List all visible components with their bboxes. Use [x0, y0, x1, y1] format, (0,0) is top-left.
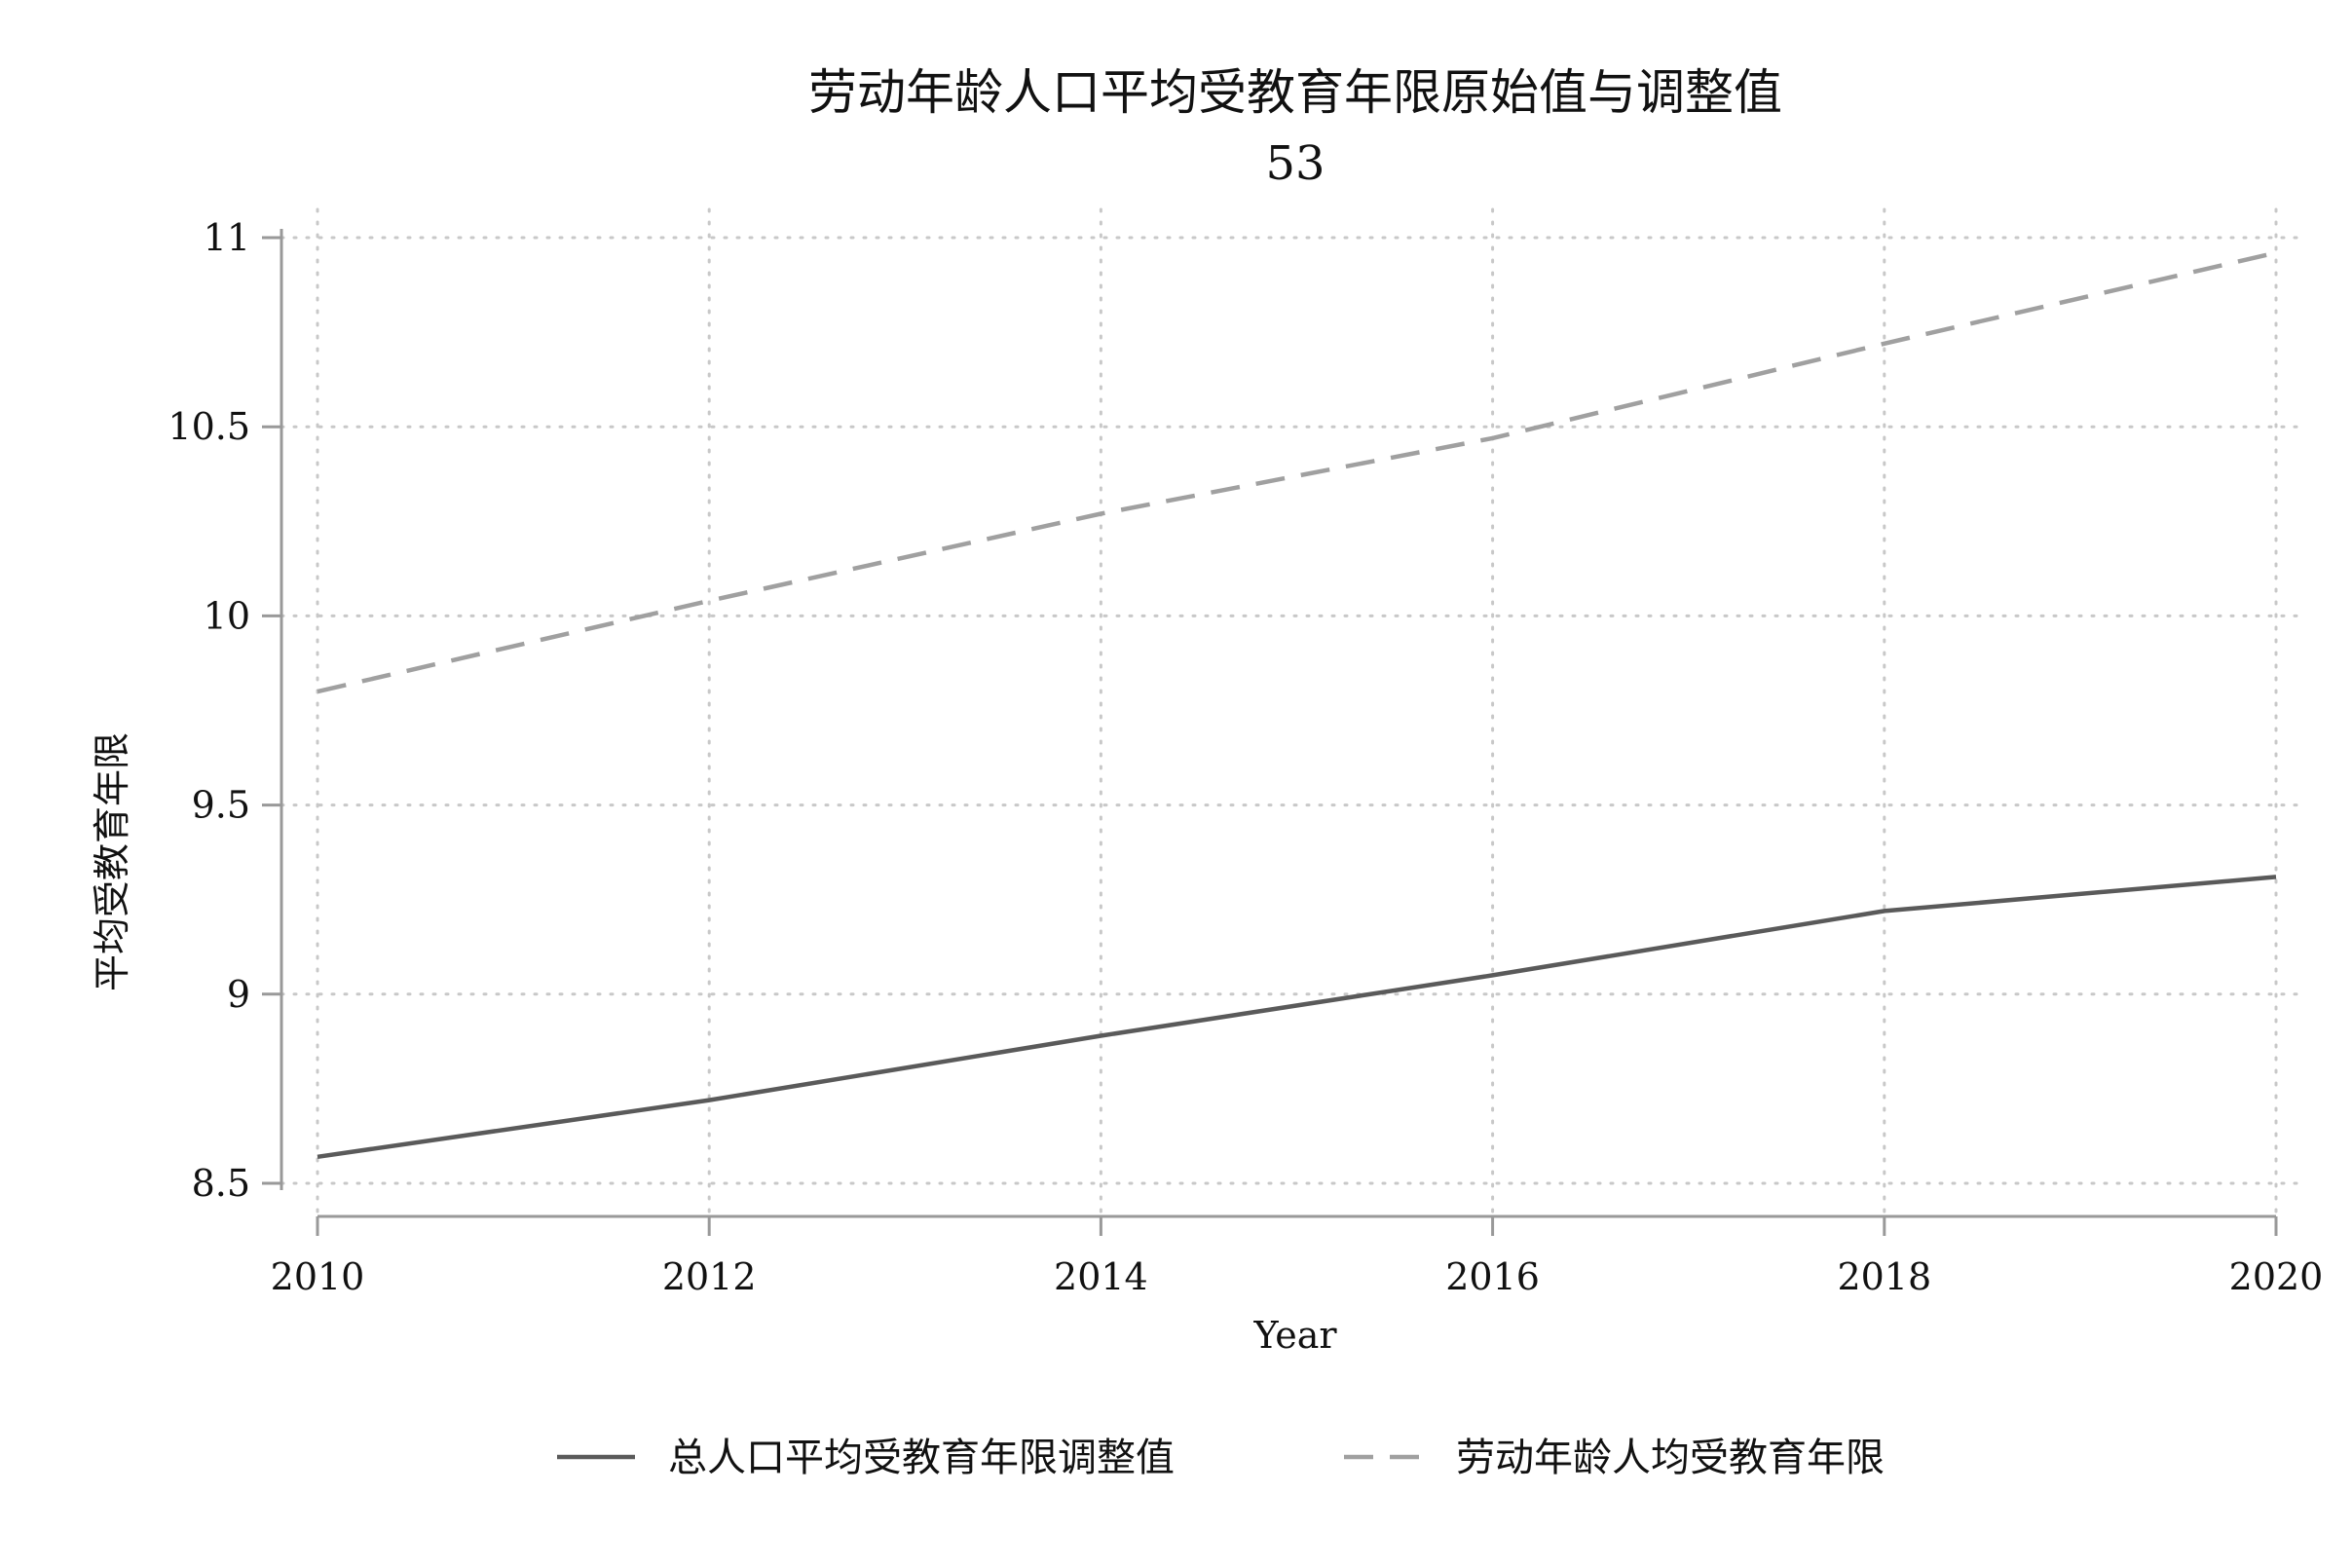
- chart-title: 劳动年龄人口平均受教育年限原始值与调整值: [808, 64, 1782, 121]
- x-tick-label: 2018: [1837, 1255, 1931, 1298]
- series-lines: [317, 250, 2277, 1160]
- y-tick-label: 9: [227, 973, 250, 1016]
- axes: 8.5 9 9.5 10 10.5 11 2010 2012 2014 2016 2018 2020: [168, 216, 2323, 1298]
- chart-subtitle: 53: [1265, 136, 1325, 191]
- legend: 总人口平均受教育年限调整值 劳动年龄人均受教育年限: [557, 1436, 1885, 1480]
- gridlines: [280, 207, 2307, 1218]
- series-line-1: [317, 875, 2277, 1160]
- x-tick-label: 2012: [662, 1255, 757, 1298]
- x-tick-label: 2016: [1445, 1255, 1540, 1298]
- y-tick-label: 8.5: [192, 1162, 250, 1205]
- y-tick-label: 10: [204, 594, 250, 637]
- x-tick-label: 2020: [2229, 1255, 2324, 1298]
- legend-label-1: 总人口平均受教育年限调整值: [668, 1436, 1175, 1480]
- x-tick-label: 2010: [271, 1255, 365, 1298]
- legend-label-2: 劳动年龄人均受教育年限: [1456, 1436, 1885, 1480]
- y-axis-label: 平均受教育年限: [91, 732, 133, 991]
- y-tick-label: 10.5: [168, 405, 250, 448]
- y-tick-label: 9.5: [192, 784, 250, 827]
- x-tick-label: 2014: [1054, 1255, 1148, 1298]
- series-line-2: [317, 250, 2277, 694]
- y-tick-label: 11: [204, 216, 250, 259]
- x-axis-label: Year: [1252, 1314, 1337, 1357]
